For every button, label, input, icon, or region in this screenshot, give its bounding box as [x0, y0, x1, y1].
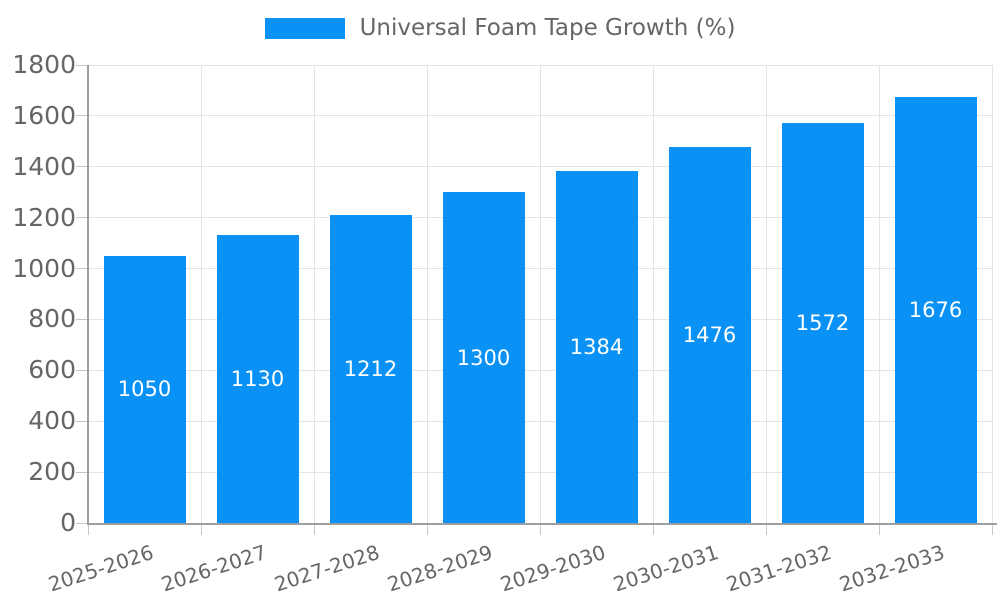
y-tick-label: 1600 [12, 100, 76, 130]
x-gridline [991, 65, 993, 523]
x-tick-mark [652, 523, 654, 535]
y-tick-mark [76, 318, 88, 320]
x-tick-label: 2032-2033 [836, 540, 948, 597]
x-gridline [426, 65, 428, 523]
y-tick-label: 400 [28, 406, 76, 436]
y-tick-label: 1200 [12, 202, 76, 232]
bar[interactable] [894, 96, 977, 523]
bar[interactable] [668, 147, 751, 523]
y-tick-label: 0 [60, 508, 76, 537]
x-tick-label: 2025-2026 [45, 540, 157, 597]
legend-swatch [264, 17, 345, 39]
y-tick-label: 800 [28, 304, 76, 334]
y-tick-label: 1000 [12, 253, 76, 283]
x-gridline [539, 65, 541, 523]
y-tick-label: 200 [28, 457, 76, 487]
bar[interactable] [329, 214, 412, 523]
legend-label: Universal Foam Tape Growth (%) [359, 15, 736, 41]
x-tick-mark [426, 523, 428, 535]
x-tick-label: 2028-2029 [384, 540, 496, 597]
y-tick-mark [76, 115, 88, 117]
y-tick-mark [76, 268, 88, 270]
bar[interactable] [781, 123, 864, 523]
y-tick-mark [76, 369, 88, 371]
bar[interactable] [216, 235, 299, 523]
legend[interactable]: Universal Foam Tape Growth (%) [0, 13, 1000, 43]
x-tick-mark [313, 523, 315, 535]
x-tick-mark [878, 523, 880, 535]
x-axis-line [87, 523, 997, 525]
y-tick-mark [76, 420, 88, 422]
x-tick-label: 2026-2027 [158, 540, 270, 597]
y-tick-mark [76, 522, 88, 524]
x-tick-label: 2029-2030 [497, 540, 609, 597]
x-tick-label: 2027-2028 [271, 540, 383, 597]
x-tick-label: 2031-2032 [723, 540, 835, 597]
y-tick-label: 1400 [12, 151, 76, 181]
y-tick-mark [76, 471, 88, 473]
x-gridline [652, 65, 654, 523]
x-gridline [878, 65, 880, 523]
y-tick-mark [76, 217, 88, 219]
bar[interactable] [442, 192, 525, 523]
x-gridline [200, 65, 202, 523]
x-tick-mark [765, 523, 767, 535]
x-tick-label: 2030-2031 [610, 540, 722, 597]
y-tick-mark [76, 166, 88, 168]
x-tick-mark [200, 523, 202, 535]
x-tick-mark [991, 523, 993, 535]
y-tick-label: 600 [28, 355, 76, 385]
y-tick-mark [76, 64, 88, 66]
bar[interactable] [103, 255, 186, 523]
x-tick-mark [87, 523, 89, 535]
y-tick-label: 1800 [12, 50, 76, 79]
x-tick-mark [539, 523, 541, 535]
y-axis-line [87, 65, 89, 525]
x-gridline [765, 65, 767, 523]
bar[interactable] [555, 170, 638, 523]
x-gridline [313, 65, 315, 523]
